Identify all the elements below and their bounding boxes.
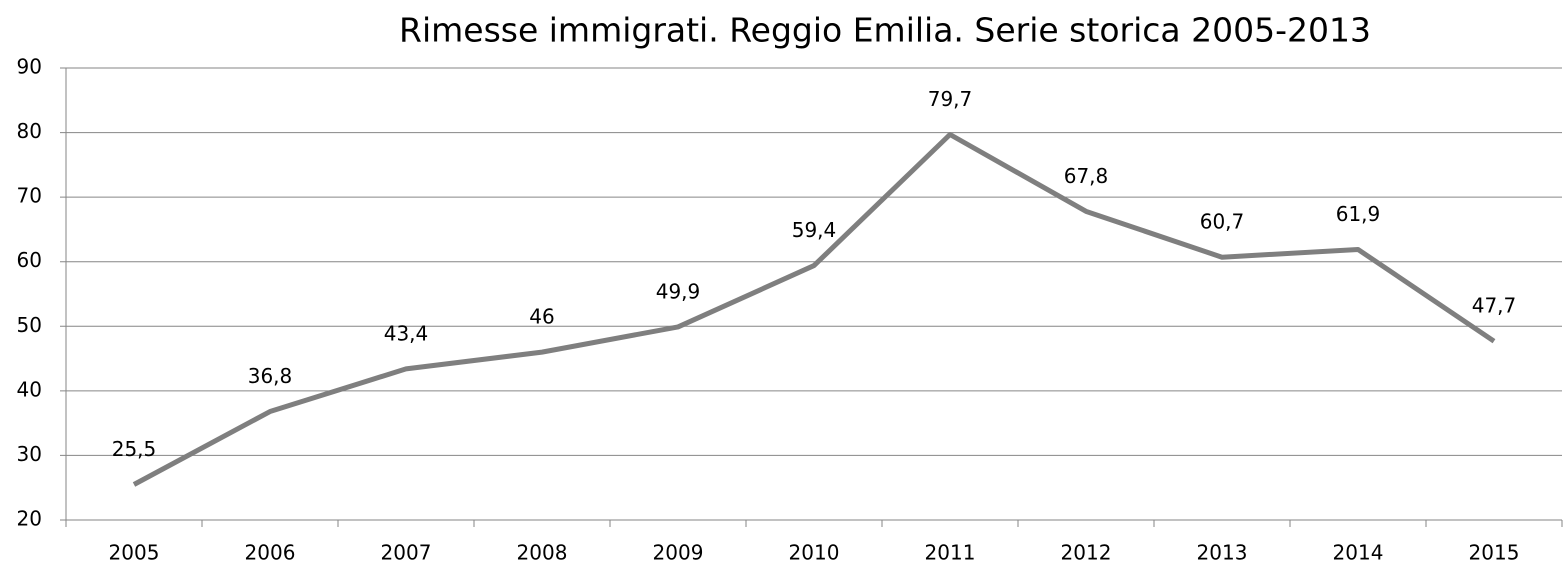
x-tick-label: 2015 — [1469, 541, 1520, 565]
data-label: 67,8 — [1064, 164, 1109, 188]
data-label: 49,9 — [656, 279, 701, 303]
data-label: 36,8 — [248, 364, 293, 388]
data-label: 47,7 — [1472, 294, 1517, 318]
y-tick-label: 50 — [17, 313, 42, 337]
x-tick-label: 2010 — [789, 541, 840, 565]
line — [132, 132, 1496, 487]
data-label: 46 — [529, 305, 554, 329]
x-tick-label: 2009 — [653, 541, 704, 565]
data-label: 79,7 — [928, 87, 973, 111]
x-tick-label: 2007 — [381, 541, 432, 565]
y-tick-label: 70 — [17, 184, 42, 208]
data-label: 61,9 — [1336, 202, 1381, 226]
data-label: 25,5 — [112, 437, 157, 461]
x-tick-label: 2012 — [1061, 541, 1112, 565]
y-tick-label: 60 — [17, 248, 42, 272]
y-tick-label: 40 — [17, 377, 42, 401]
y-tick-label: 80 — [17, 119, 42, 143]
x-tick-label: 2008 — [517, 541, 568, 565]
y-tick-label: 20 — [17, 507, 42, 531]
x-tick-label: 2011 — [925, 541, 976, 565]
data-label: 59,4 — [792, 218, 837, 242]
x-tick-label: 2014 — [1333, 541, 1384, 565]
x-tick-label: 2005 — [109, 541, 160, 565]
y-tick-label: 90 — [17, 55, 42, 79]
data-label: 60,7 — [1200, 210, 1245, 234]
data-label: 43,4 — [384, 321, 429, 345]
x-tick-label: 2006 — [245, 541, 296, 565]
y-tick-label: 30 — [17, 442, 42, 466]
chart-title: Rimesse immigrati. Reggio Emilia. Serie … — [399, 11, 1371, 50]
x-tick-label: 2013 — [1197, 541, 1248, 565]
